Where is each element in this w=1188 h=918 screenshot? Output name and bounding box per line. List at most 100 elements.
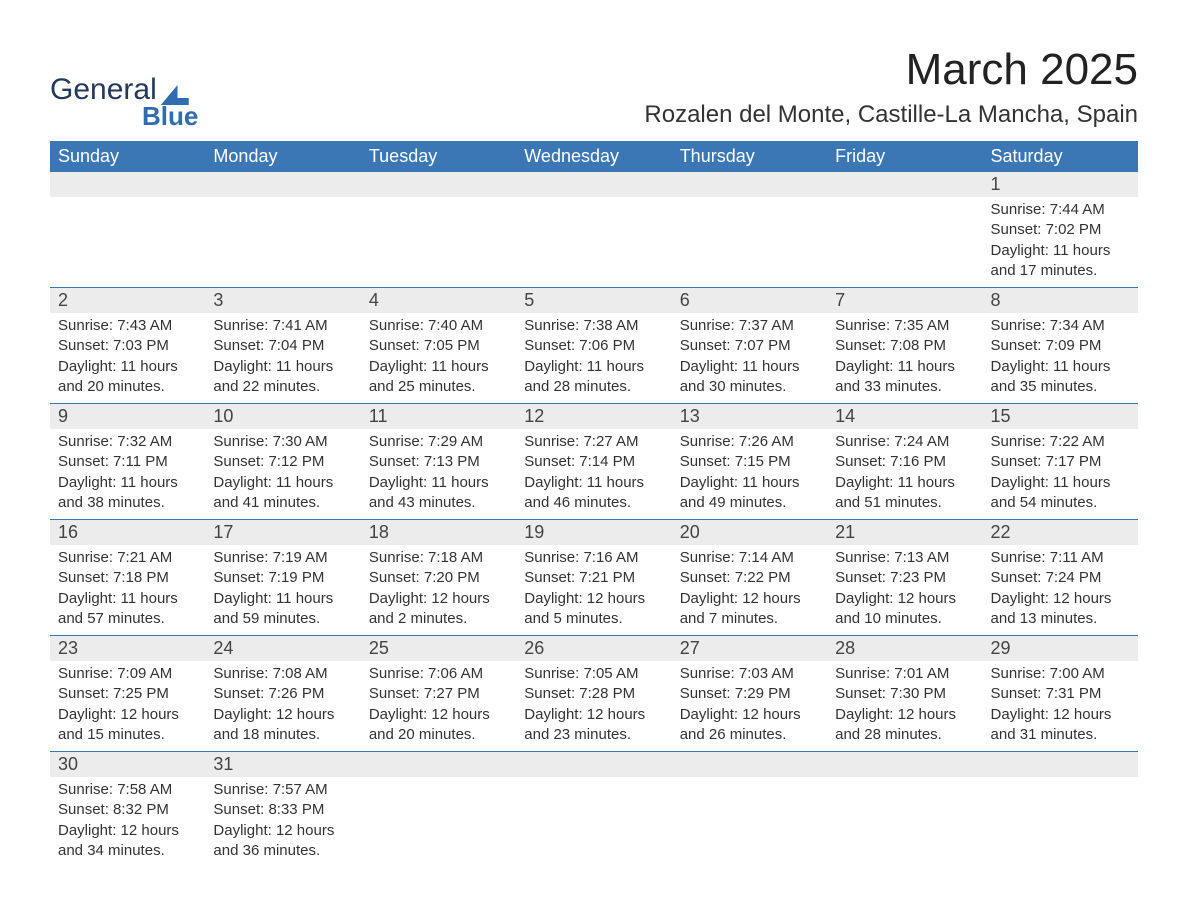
- day-detail-cell: [516, 197, 671, 288]
- day-detail-row: Sunrise: 7:44 AMSunset: 7:02 PMDaylight:…: [50, 197, 1138, 288]
- day-detail-cell: Sunrise: 7:41 AMSunset: 7:04 PMDaylight:…: [205, 313, 360, 404]
- day-detail-cell: [361, 777, 516, 867]
- calendar-table: SundayMondayTuesdayWednesdayThursdayFrid…: [50, 141, 1138, 867]
- day-detail-row: Sunrise: 7:43 AMSunset: 7:03 PMDaylight:…: [50, 313, 1138, 404]
- day-detail-cell: Sunrise: 7:37 AMSunset: 7:07 PMDaylight:…: [672, 313, 827, 404]
- day-number-cell: [672, 172, 827, 197]
- day-detail-cell: Sunrise: 7:38 AMSunset: 7:06 PMDaylight:…: [516, 313, 671, 404]
- day-detail-cell: Sunrise: 7:26 AMSunset: 7:15 PMDaylight:…: [672, 429, 827, 520]
- day-detail-cell: Sunrise: 7:06 AMSunset: 7:27 PMDaylight:…: [361, 661, 516, 752]
- day-detail-row: Sunrise: 7:58 AMSunset: 8:32 PMDaylight:…: [50, 777, 1138, 867]
- day-detail-row: Sunrise: 7:32 AMSunset: 7:11 PMDaylight:…: [50, 429, 1138, 520]
- day-number-cell: 13: [672, 404, 827, 430]
- day-detail-cell: Sunrise: 7:35 AMSunset: 7:08 PMDaylight:…: [827, 313, 982, 404]
- day-number-cell: [672, 752, 827, 778]
- day-number-cell: 2: [50, 288, 205, 314]
- day-number-cell: [361, 752, 516, 778]
- day-detail-cell: Sunrise: 7:05 AMSunset: 7:28 PMDaylight:…: [516, 661, 671, 752]
- day-detail-cell: Sunrise: 7:34 AMSunset: 7:09 PMDaylight:…: [983, 313, 1138, 404]
- day-detail-cell: Sunrise: 7:24 AMSunset: 7:16 PMDaylight:…: [827, 429, 982, 520]
- day-number-cell: [361, 172, 516, 197]
- day-number-cell: 11: [361, 404, 516, 430]
- day-detail-cell: Sunrise: 7:32 AMSunset: 7:11 PMDaylight:…: [50, 429, 205, 520]
- weekday-header: Monday: [205, 141, 360, 172]
- day-detail-cell: [205, 197, 360, 288]
- day-detail-cell: [361, 197, 516, 288]
- weekday-header: Friday: [827, 141, 982, 172]
- day-number-row: 16171819202122: [50, 520, 1138, 546]
- day-number-cell: 29: [983, 636, 1138, 662]
- day-number-cell: 30: [50, 752, 205, 778]
- day-detail-cell: Sunrise: 7:40 AMSunset: 7:05 PMDaylight:…: [361, 313, 516, 404]
- day-detail-row: Sunrise: 7:21 AMSunset: 7:18 PMDaylight:…: [50, 545, 1138, 636]
- day-number-cell: 25: [361, 636, 516, 662]
- day-number-cell: 5: [516, 288, 671, 314]
- title-block: March 2025 Rozalen del Monte, Castille-L…: [644, 45, 1138, 129]
- day-number-row: 2345678: [50, 288, 1138, 314]
- day-number-cell: 4: [361, 288, 516, 314]
- day-number-cell: [516, 172, 671, 197]
- day-number-cell: 19: [516, 520, 671, 546]
- day-number-cell: [827, 752, 982, 778]
- day-detail-cell: Sunrise: 7:03 AMSunset: 7:29 PMDaylight:…: [672, 661, 827, 752]
- day-detail-cell: [516, 777, 671, 867]
- day-number-cell: 24: [205, 636, 360, 662]
- day-detail-cell: Sunrise: 7:08 AMSunset: 7:26 PMDaylight:…: [205, 661, 360, 752]
- day-number-cell: 12: [516, 404, 671, 430]
- day-number-cell: 1: [983, 172, 1138, 197]
- day-number-cell: 8: [983, 288, 1138, 314]
- day-number-cell: 14: [827, 404, 982, 430]
- day-number-cell: 31: [205, 752, 360, 778]
- day-detail-cell: Sunrise: 7:18 AMSunset: 7:20 PMDaylight:…: [361, 545, 516, 636]
- brand-triangle-icon: [161, 85, 189, 105]
- day-detail-cell: Sunrise: 7:43 AMSunset: 7:03 PMDaylight:…: [50, 313, 205, 404]
- day-number-cell: [205, 172, 360, 197]
- day-number-cell: 6: [672, 288, 827, 314]
- day-detail-cell: Sunrise: 7:00 AMSunset: 7:31 PMDaylight:…: [983, 661, 1138, 752]
- day-number-cell: 15: [983, 404, 1138, 430]
- day-number-row: 3031: [50, 752, 1138, 778]
- day-number-cell: [827, 172, 982, 197]
- day-detail-cell: Sunrise: 7:57 AMSunset: 8:33 PMDaylight:…: [205, 777, 360, 867]
- day-number-cell: 18: [361, 520, 516, 546]
- day-detail-cell: Sunrise: 7:09 AMSunset: 7:25 PMDaylight:…: [50, 661, 205, 752]
- brand-text-1: General: [50, 75, 157, 105]
- day-detail-row: Sunrise: 7:09 AMSunset: 7:25 PMDaylight:…: [50, 661, 1138, 752]
- day-number-cell: 3: [205, 288, 360, 314]
- day-detail-cell: [827, 777, 982, 867]
- day-number-cell: 9: [50, 404, 205, 430]
- day-number-cell: 16: [50, 520, 205, 546]
- day-number-cell: 23: [50, 636, 205, 662]
- day-detail-cell: [50, 197, 205, 288]
- weekday-header: Tuesday: [361, 141, 516, 172]
- day-number-cell: [516, 752, 671, 778]
- day-number-cell: 27: [672, 636, 827, 662]
- day-detail-cell: [672, 777, 827, 867]
- day-number-cell: 22: [983, 520, 1138, 546]
- day-number-cell: 7: [827, 288, 982, 314]
- day-number-row: 9101112131415: [50, 404, 1138, 430]
- weekday-header: Wednesday: [516, 141, 671, 172]
- day-number-cell: [50, 172, 205, 197]
- day-number-cell: 20: [672, 520, 827, 546]
- day-number-cell: 28: [827, 636, 982, 662]
- day-detail-cell: [983, 777, 1138, 867]
- brand-logo: General Blue: [50, 75, 198, 129]
- day-detail-cell: [672, 197, 827, 288]
- day-detail-cell: Sunrise: 7:58 AMSunset: 8:32 PMDaylight:…: [50, 777, 205, 867]
- day-detail-cell: Sunrise: 7:19 AMSunset: 7:19 PMDaylight:…: [205, 545, 360, 636]
- weekday-header-row: SundayMondayTuesdayWednesdayThursdayFrid…: [50, 141, 1138, 172]
- day-number-cell: 10: [205, 404, 360, 430]
- day-number-cell: [983, 752, 1138, 778]
- day-number-cell: 21: [827, 520, 982, 546]
- day-detail-cell: Sunrise: 7:29 AMSunset: 7:13 PMDaylight:…: [361, 429, 516, 520]
- day-detail-cell: Sunrise: 7:30 AMSunset: 7:12 PMDaylight:…: [205, 429, 360, 520]
- brand-text-2: Blue: [142, 103, 198, 129]
- day-detail-cell: Sunrise: 7:01 AMSunset: 7:30 PMDaylight:…: [827, 661, 982, 752]
- day-detail-cell: Sunrise: 7:22 AMSunset: 7:17 PMDaylight:…: [983, 429, 1138, 520]
- day-number-row: 1: [50, 172, 1138, 197]
- day-detail-cell: Sunrise: 7:14 AMSunset: 7:22 PMDaylight:…: [672, 545, 827, 636]
- header-area: General Blue March 2025 Rozalen del Mont…: [50, 45, 1138, 129]
- day-number-row: 23242526272829: [50, 636, 1138, 662]
- day-number-cell: 26: [516, 636, 671, 662]
